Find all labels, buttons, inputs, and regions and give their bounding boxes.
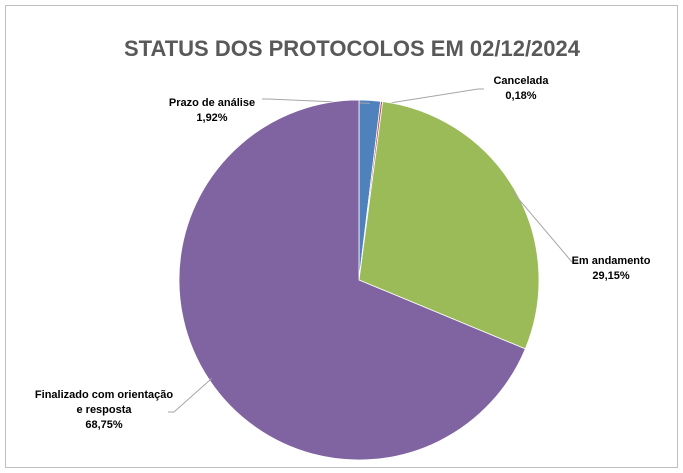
label-name: Cancelada bbox=[493, 75, 549, 87]
leader-line bbox=[511, 191, 578, 263]
chart-frame bbox=[5, 5, 678, 468]
data-label: Em andamento 29,15% bbox=[556, 254, 666, 284]
label-value: 1,92% bbox=[196, 112, 228, 124]
data-label: Finalizado com orientação e resposta 68,7… bbox=[34, 388, 174, 433]
label-name: Finalizado com orientação e resposta bbox=[34, 389, 174, 416]
data-label: Prazo de análise 1,92% bbox=[152, 96, 272, 126]
label-name: Em andamento bbox=[571, 255, 651, 267]
leader-line bbox=[168, 377, 213, 413]
data-label: Cancelada 0,18% bbox=[476, 74, 566, 104]
label-value: 0,18% bbox=[505, 90, 537, 102]
label-name: Prazo de análise bbox=[168, 97, 256, 109]
label-value: 68,75% bbox=[85, 419, 123, 431]
leader-line bbox=[381, 88, 484, 105]
label-value: 29,15% bbox=[592, 270, 630, 282]
chart-title: STATUS DOS PROTOCOLOS EM 02/12/2024 bbox=[124, 36, 581, 61]
pie-slice bbox=[358, 101, 540, 350]
